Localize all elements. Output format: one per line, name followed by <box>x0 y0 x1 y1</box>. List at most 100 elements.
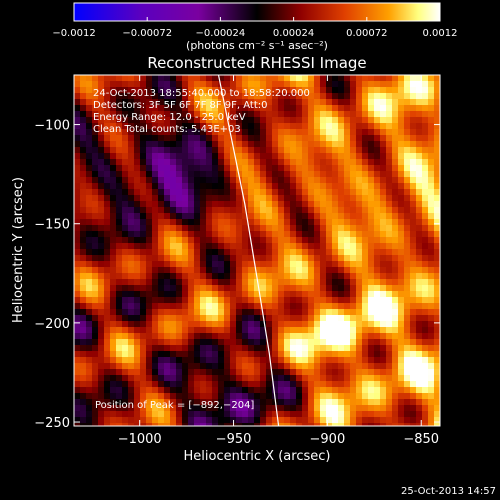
heatmap-cell <box>254 105 261 112</box>
heatmap-cell <box>362 201 369 208</box>
heatmap-cell <box>326 405 333 412</box>
heatmap-cell <box>380 75 387 82</box>
heatmap-cell <box>128 201 135 208</box>
heatmap-cell <box>422 231 429 238</box>
heatmap-cell <box>158 249 165 256</box>
heatmap-cell <box>236 183 243 190</box>
heatmap-cell <box>188 87 195 94</box>
heatmap-cell <box>224 249 231 256</box>
heatmap-cell <box>272 201 279 208</box>
heatmap-cell <box>392 321 399 328</box>
heatmap-cell <box>320 339 327 346</box>
heatmap-cell <box>344 135 351 142</box>
heatmap-cell <box>134 321 141 328</box>
heatmap-cell <box>134 315 141 322</box>
heatmap-cell <box>194 267 201 274</box>
heatmap-cell <box>320 303 327 310</box>
heatmap-cell <box>134 75 141 82</box>
heatmap-cell <box>230 99 237 106</box>
heatmap-cell <box>344 297 351 304</box>
heatmap-cell <box>326 237 333 244</box>
heatmap-cell <box>422 195 429 202</box>
heatmap-cell <box>128 405 135 412</box>
heatmap-cell <box>236 87 243 94</box>
heatmap-cell <box>164 351 171 358</box>
heatmap-cell <box>314 273 321 280</box>
heatmap-cell <box>230 261 237 268</box>
heatmap-cell <box>362 351 369 358</box>
heatmap-cell <box>326 219 333 226</box>
heatmap-cell <box>98 321 105 328</box>
heatmap-cell <box>212 399 219 406</box>
heatmap-cell <box>398 219 405 226</box>
heatmap-cell <box>296 81 303 88</box>
heatmap-cell <box>110 147 117 154</box>
heatmap-cell <box>176 201 183 208</box>
heatmap-cell <box>236 201 243 208</box>
heatmap-cell <box>104 423 111 426</box>
heatmap-cell <box>254 261 261 268</box>
heatmap-cell <box>266 411 273 418</box>
heatmap-cell <box>92 267 99 274</box>
heatmap-cell <box>314 321 321 328</box>
heatmap-cell <box>218 381 225 388</box>
heatmap-cell <box>314 177 321 184</box>
heatmap-cell <box>296 183 303 190</box>
heatmap-cell <box>410 297 417 304</box>
heatmap-cell <box>362 99 369 106</box>
heatmap-cell <box>284 273 291 280</box>
heatmap-cell <box>320 183 327 190</box>
heatmap-cell <box>266 93 273 100</box>
heatmap-cell <box>212 303 219 310</box>
heatmap-cell <box>392 159 399 166</box>
heatmap-cell <box>338 387 345 394</box>
heatmap-cell <box>410 423 417 426</box>
heatmap-cell <box>104 207 111 214</box>
heatmap-cell <box>308 423 315 426</box>
heatmap-cell <box>278 159 285 166</box>
heatmap-cell <box>176 189 183 196</box>
heatmap-cell <box>410 207 417 214</box>
heatmap-cell <box>158 129 165 136</box>
heatmap-cell <box>368 393 375 400</box>
heatmap-cell <box>200 261 207 268</box>
heatmap-cell <box>146 207 153 214</box>
heatmap-cell <box>428 135 435 142</box>
heatmap-cell <box>314 315 321 322</box>
heatmap-cell <box>170 243 177 250</box>
heatmap-cell <box>428 75 435 82</box>
heatmap-cell <box>158 345 165 352</box>
heatmap-cell <box>392 117 399 124</box>
heatmap-cell <box>392 93 399 100</box>
heatmap-cell <box>140 99 147 106</box>
heatmap-cell <box>230 207 237 214</box>
heatmap-cell <box>122 321 129 328</box>
heatmap-cell <box>416 363 423 370</box>
heatmap-cell <box>380 423 387 426</box>
heatmap-cell <box>146 393 153 400</box>
heatmap-cell <box>356 189 363 196</box>
heatmap-cell <box>326 117 333 124</box>
heatmap-cell <box>74 369 81 376</box>
heatmap-cell <box>92 201 99 208</box>
heatmap-cell <box>74 99 81 106</box>
heatmap-cell <box>218 327 225 334</box>
heatmap-cell <box>344 255 351 262</box>
heatmap-cell <box>308 261 315 268</box>
heatmap-cell <box>332 189 339 196</box>
heatmap-cell <box>404 153 411 160</box>
heatmap-cell <box>434 159 440 166</box>
heatmap-cell <box>296 411 303 418</box>
heatmap-cell <box>80 345 87 352</box>
heatmap-cell <box>356 159 363 166</box>
heatmap-cell <box>140 135 147 142</box>
heatmap-cell <box>326 225 333 232</box>
heatmap-cell <box>188 201 195 208</box>
heatmap-cell <box>416 237 423 244</box>
annotation-clean-counts: Clean Total counts: 5.43E+03 <box>93 124 241 135</box>
heatmap-cell <box>356 363 363 370</box>
heatmap-cell <box>392 381 399 388</box>
heatmap-cell <box>98 99 105 106</box>
heatmap-cell <box>302 153 309 160</box>
heatmap-cell <box>194 225 201 232</box>
